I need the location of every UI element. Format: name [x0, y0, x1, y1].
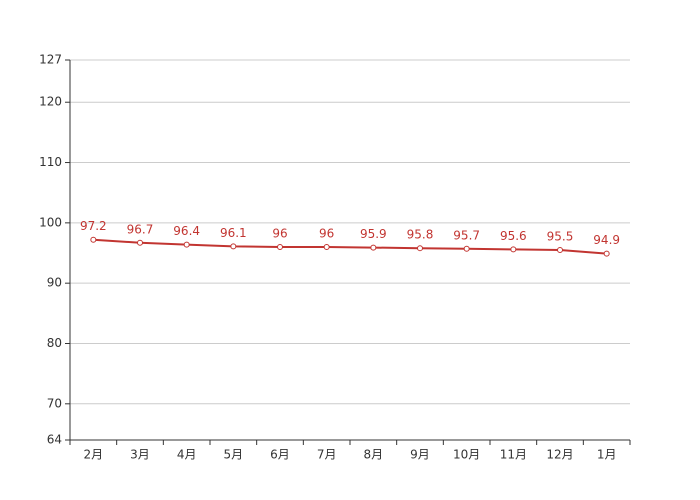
point — [183, 241, 190, 248]
y-tick-label: 110 — [39, 155, 62, 169]
x-tick-label: 2月 — [84, 448, 104, 462]
point — [417, 245, 423, 252]
x-tick-label: 5月 — [224, 448, 244, 462]
point — [463, 245, 470, 252]
data-label: 96 — [272, 226, 287, 240]
data-label: 96.7 — [127, 222, 154, 236]
y-tick-label: 120 — [39, 95, 62, 109]
x-tick-label: 9月 — [410, 448, 430, 462]
data-label: 94.9 — [593, 233, 620, 247]
data-label: 96.4 — [173, 224, 200, 238]
data-label: 95.6 — [500, 229, 527, 243]
point — [230, 243, 237, 250]
point — [277, 243, 283, 250]
data-label: 95.5 — [547, 230, 574, 244]
data-label: 95.7 — [453, 228, 480, 242]
x-tick-label: 7月 — [317, 448, 337, 462]
point — [510, 246, 517, 253]
point — [603, 250, 610, 257]
y-tick-label: 90 — [47, 276, 62, 290]
x-tick-label: 1月 — [597, 448, 617, 462]
data-label: 96 — [319, 226, 334, 240]
y-tick-label: 100 — [39, 215, 62, 229]
data-label: 95.9 — [360, 227, 387, 241]
line — [93, 238, 607, 255]
x-tick-label: 8月 — [364, 448, 384, 462]
point — [323, 243, 330, 250]
data-label: 96.1 — [220, 226, 247, 240]
point — [137, 239, 143, 246]
y-tick-label: 80 — [47, 336, 62, 350]
y-tick-label: 64 — [47, 433, 62, 447]
data-label: 97.2 — [80, 219, 107, 233]
data-label: 95.8 — [407, 228, 434, 242]
y-tick-label: 70 — [47, 396, 62, 410]
x-tick-label: 3月 — [130, 448, 150, 462]
x-tick-label: 11月 — [500, 448, 527, 462]
x-tick-label: 12月 — [546, 448, 573, 462]
x-tick-label: 4月 — [177, 448, 197, 462]
point — [90, 236, 97, 243]
y-tick-label: 127 — [39, 53, 62, 67]
x-tick-label: 6月 — [270, 448, 290, 462]
x-tick-label: 10月 — [453, 448, 480, 462]
point — [557, 247, 563, 253]
point — [370, 244, 377, 251]
